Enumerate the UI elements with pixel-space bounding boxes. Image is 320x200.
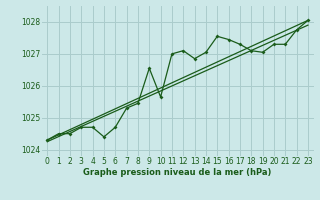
X-axis label: Graphe pression niveau de la mer (hPa): Graphe pression niveau de la mer (hPa) [84,168,272,177]
